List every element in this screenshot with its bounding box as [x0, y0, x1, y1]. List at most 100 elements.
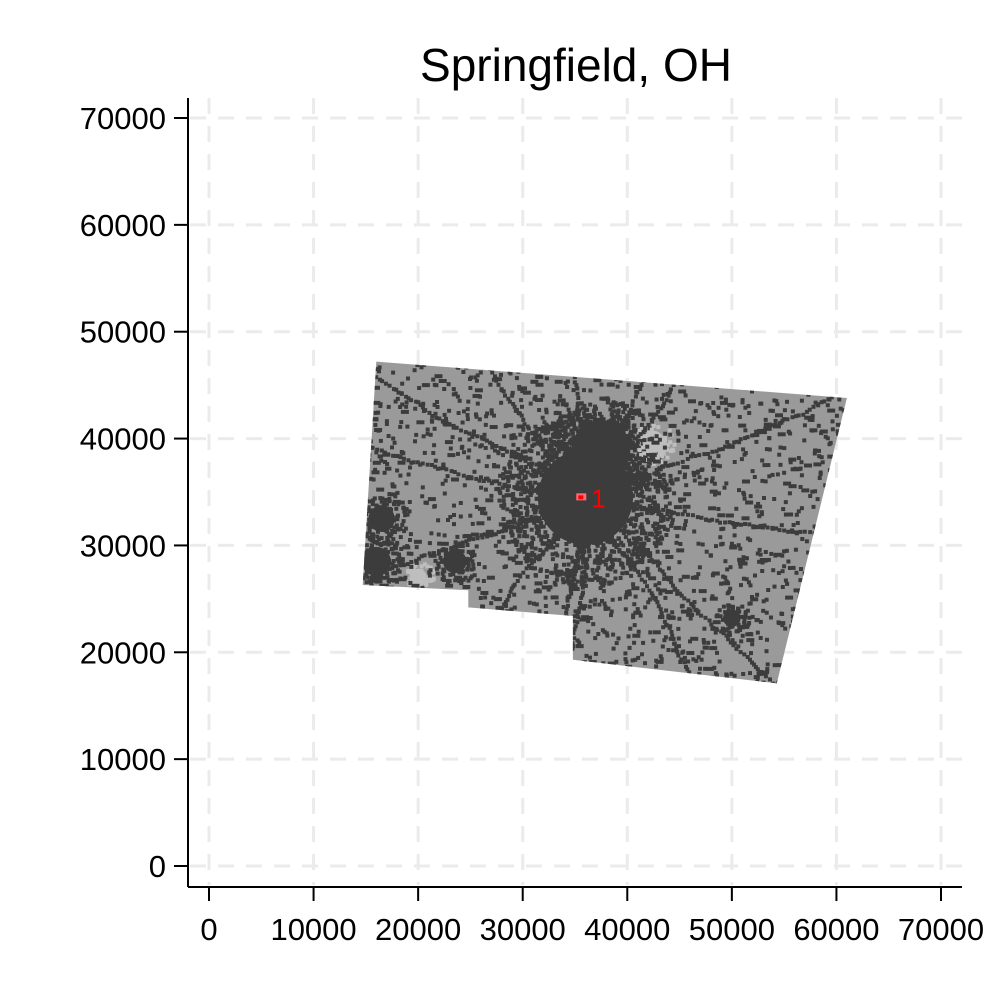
road-cell [491, 479, 496, 484]
density-cell [818, 590, 823, 595]
road-cell [780, 418, 785, 423]
road-cell [543, 732, 547, 736]
road-cell [583, 513, 588, 518]
density-cell [804, 371, 809, 376]
chart-title: Springfield, OH [420, 39, 732, 91]
density-cell [817, 377, 821, 382]
density-cell [357, 568, 361, 572]
density-cell [623, 471, 628, 476]
density-cell [451, 362, 460, 367]
density-cell [513, 537, 518, 542]
density-cell [607, 372, 612, 377]
density-cell [811, 379, 816, 384]
road-cell [572, 366, 577, 371]
density-cell [700, 467, 705, 472]
road-cell [348, 581, 352, 585]
density-cell [781, 507, 786, 512]
density-cell [791, 619, 795, 624]
density-cell [538, 524, 543, 529]
density-cell [651, 682, 656, 684]
density-cell [531, 537, 536, 542]
road-cell [464, 650, 469, 655]
density-cell [632, 462, 637, 467]
density-cell [508, 519, 513, 524]
density-cell [527, 600, 532, 605]
density-cell [811, 554, 816, 558]
road-cell [448, 315, 452, 319]
road-cell [540, 743, 544, 747]
density-cell [552, 623, 557, 628]
road-cell [711, 625, 716, 630]
road-cell [841, 537, 846, 542]
density-cell [842, 517, 847, 522]
density-cell [352, 558, 356, 562]
road-cell [581, 470, 586, 475]
density-cell [831, 678, 836, 683]
density-cell [588, 461, 593, 466]
density-cell [524, 544, 529, 549]
road-cell [425, 462, 430, 467]
road-cell [603, 491, 608, 495]
density-cell [638, 483, 643, 488]
density-cell [392, 525, 397, 530]
density-cell [383, 555, 388, 560]
density-cell [717, 683, 726, 684]
density-cell [385, 540, 389, 545]
road-cell [642, 550, 647, 555]
density-cell [551, 665, 560, 670]
density-cell [534, 362, 539, 366]
density-cell [364, 554, 369, 559]
density-cell [528, 480, 533, 485]
road-cell [688, 674, 693, 679]
road-cell [579, 582, 584, 587]
road-cell [782, 528, 787, 533]
road-cell [518, 574, 523, 579]
density-cell [447, 408, 452, 413]
density-cell [645, 566, 650, 571]
density-cell [368, 662, 373, 667]
density-cell [516, 676, 521, 681]
density-cell [384, 497, 388, 502]
density-cell [744, 379, 749, 383]
density-cell [823, 642, 828, 647]
density-cell [702, 597, 707, 602]
density-cell [631, 548, 636, 553]
road-cell [665, 325, 669, 329]
road-cell [633, 567, 638, 572]
road-cell [648, 361, 653, 363]
density-cell [711, 401, 716, 405]
density-cell [617, 496, 622, 501]
road-cell [562, 627, 567, 632]
density-cell [638, 537, 643, 542]
road-cell [544, 475, 549, 480]
density-cell [794, 512, 799, 517]
road-cell [694, 257, 698, 261]
x-tick-label: 20000 [375, 912, 461, 947]
road-cell [559, 271, 563, 275]
road-cell [555, 240, 559, 244]
road-cell [367, 445, 372, 449]
density-cell [526, 640, 535, 645]
density-cell [640, 652, 644, 657]
density-cell [390, 482, 395, 487]
road-cell [493, 532, 498, 537]
density-cell [378, 525, 383, 530]
density-cell [582, 661, 587, 665]
density-cell [446, 518, 450, 522]
density-cell [584, 616, 593, 620]
density-cell [366, 505, 371, 510]
density-cell [581, 557, 590, 562]
density-cell [498, 522, 507, 527]
density-cell [634, 517, 638, 522]
density-cell [785, 581, 790, 586]
density-cell [784, 548, 789, 553]
road-cell [370, 445, 375, 450]
density-cell [677, 616, 682, 621]
density-cell [673, 525, 682, 530]
density-cell [595, 491, 600, 496]
road-cell [568, 321, 572, 325]
density-cell [368, 499, 372, 504]
density-cell [546, 468, 551, 473]
density-cell [553, 470, 557, 475]
road-cell [490, 617, 495, 622]
